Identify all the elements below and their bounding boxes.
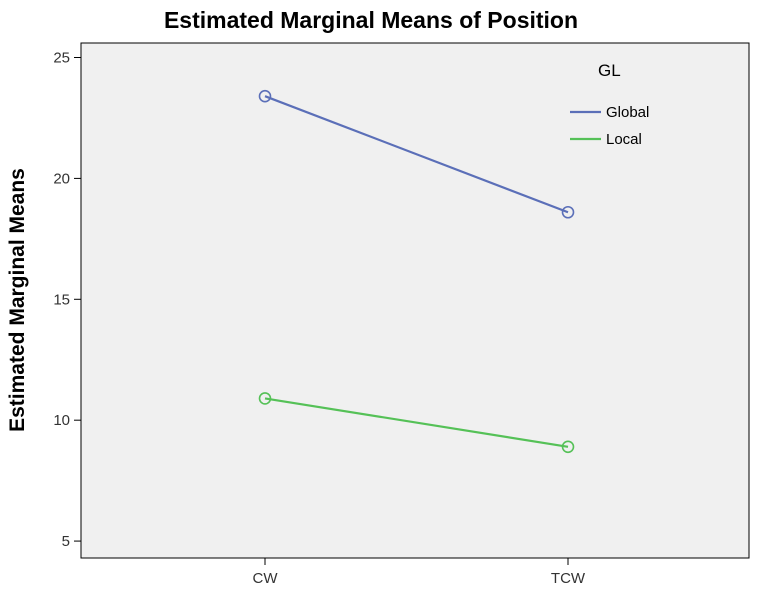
legend: GL Global Local [570,61,649,148]
series-line-local [264,397,569,448]
x-axis: CW TCW [253,558,586,587]
legend-label-local: Local [606,131,642,148]
y-tick-label: 10 [53,412,70,429]
y-tick-label: 20 [53,170,70,187]
series-line-global [264,95,569,214]
series-layer [258,89,575,454]
chart-title: Estimated Marginal Means of Position [164,7,578,33]
y-axis-label: Estimated Marginal Means [6,168,29,432]
y-axis: 5 10 15 20 25 [53,50,81,550]
x-tick-label: TCW [551,570,586,587]
x-tick-label: CW [253,570,279,587]
data-point-local [561,440,575,454]
y-tick-label: 5 [62,533,70,550]
legend-title: GL [598,61,621,80]
y-tick-label: 25 [53,50,70,67]
legend-label-global: Global [606,104,649,121]
data-point-local [258,392,272,405]
plot-area [80,42,750,559]
data-point-global [561,205,575,219]
y-tick-label: 15 [53,291,70,308]
data-point-global [258,89,272,103]
